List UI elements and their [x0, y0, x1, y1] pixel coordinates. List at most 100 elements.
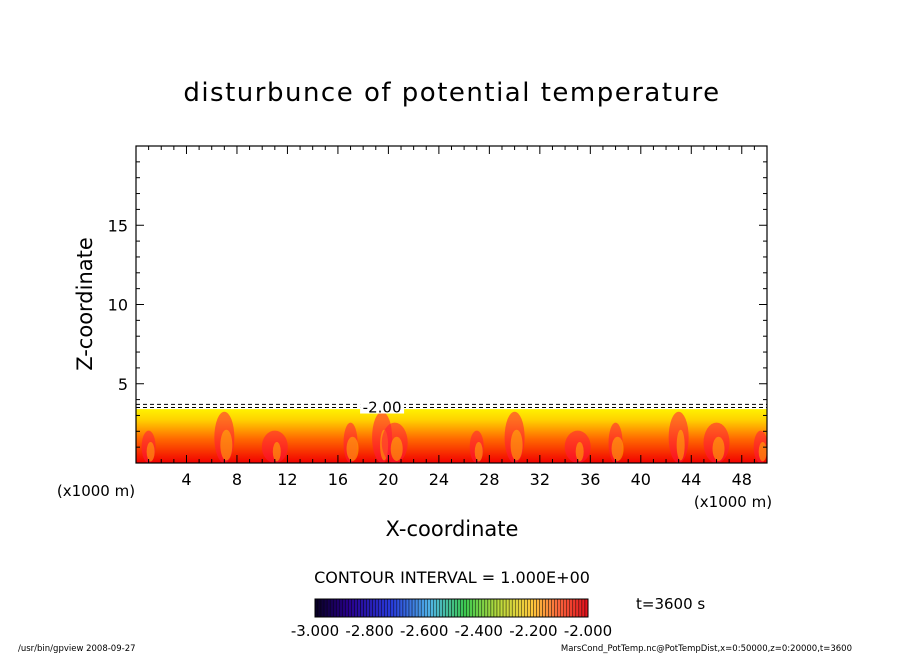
- colorbar: [314, 598, 589, 618]
- x-tick-label: 24: [429, 470, 449, 489]
- plume-core-5: [390, 436, 403, 461]
- x-tick-label: 48: [732, 470, 752, 489]
- plume-6: [469, 430, 484, 463]
- colorbar-cell: [363, 598, 367, 618]
- colorbar-cell: [369, 598, 373, 618]
- x-tick-label: 36: [580, 470, 600, 489]
- x-unit-label: (x1000 m): [694, 493, 772, 511]
- colorbar-cell: [539, 598, 543, 618]
- colorbar-cell: [378, 598, 382, 618]
- colorbar-cell: [420, 598, 425, 618]
- colorbar-cell: [533, 598, 537, 618]
- y-unit-label: (x1000 m): [57, 482, 135, 500]
- colorbar-cell: [393, 598, 398, 618]
- footer-left: /usr/bin/gpview 2008-09-27: [18, 644, 136, 654]
- colorbar-cell: [569, 598, 574, 618]
- colorbar-tick-label: -2.800: [345, 622, 393, 640]
- colorbar-cell: [575, 598, 580, 618]
- colorbar-cell: [508, 598, 513, 618]
- colorbar-cell: [360, 598, 364, 618]
- plume-core-0: [146, 441, 155, 462]
- colorbar-cell: [408, 598, 413, 618]
- colorbar-cell: [469, 598, 473, 618]
- plume-core-9: [611, 436, 624, 461]
- plume-2: [261, 430, 288, 463]
- colorbar-cell: [339, 598, 343, 618]
- colorbar-cell: [454, 598, 458, 618]
- colorbar-cell: [499, 598, 504, 618]
- plume-3: [343, 422, 358, 463]
- colorbar-cell: [502, 598, 507, 618]
- colorbar-cell: [381, 598, 385, 618]
- colorbar-cell: [399, 598, 404, 618]
- colorbar-cell: [530, 598, 534, 618]
- colorbar-cell: [323, 598, 328, 618]
- colorbar-cell: [348, 598, 352, 618]
- colorbar-cell: [430, 598, 434, 618]
- colorbar-cell: [329, 598, 334, 618]
- colorbar-cell: [336, 598, 340, 618]
- plume-core-11: [712, 436, 725, 461]
- contour-label: -2.00: [363, 399, 402, 417]
- plume-core-10: [676, 429, 685, 461]
- colorbar-cell: [405, 598, 410, 618]
- footer-right: MarsCond_PotTemp.nc@PotTempDist,x=0:5000…: [561, 644, 852, 654]
- time-label: t=3600 s: [636, 595, 705, 613]
- plume-layer: [141, 411, 767, 463]
- y-tick-label: 5: [118, 375, 128, 394]
- plume-core-12: [758, 441, 767, 462]
- chart-title: disturbunce of potential temperature: [183, 78, 720, 108]
- plume-8: [564, 430, 591, 463]
- x-tick-label: 44: [681, 470, 701, 489]
- colorbar-cell: [475, 598, 479, 618]
- plume-5: [381, 422, 408, 463]
- y-tick-label: 15: [108, 216, 128, 235]
- colorbar-frame: [314, 598, 589, 618]
- colorbar-cell: [445, 598, 449, 618]
- colorbar-cell: [366, 598, 370, 618]
- x-tick-label: 20: [378, 470, 398, 489]
- contour-interval: CONTOUR INTERVAL = 1.000E+00: [314, 568, 590, 587]
- colorbar-cell: [581, 598, 586, 618]
- colorbar-cell: [536, 598, 540, 618]
- colorbar-cell: [317, 598, 322, 618]
- plume-core-2: [272, 441, 281, 462]
- colorbar-cell: [557, 598, 561, 618]
- colorbar-cell: [448, 598, 452, 618]
- x-tick-label: 16: [328, 470, 348, 489]
- colorbar-cell: [354, 598, 358, 618]
- plume-10: [668, 411, 689, 463]
- colorbar-cell: [521, 598, 525, 618]
- colorbar-cell: [342, 598, 346, 618]
- colorbar-cell: [493, 598, 498, 618]
- x-tick-label: 40: [631, 470, 651, 489]
- colorbar-cell: [527, 598, 531, 618]
- plume-11: [703, 422, 730, 463]
- colorbar-cell: [505, 598, 510, 618]
- x-tick-label: 4: [181, 470, 191, 489]
- colorbar-cell: [542, 598, 546, 618]
- colorbar-cell: [554, 598, 558, 618]
- colorbar-cell: [572, 598, 577, 618]
- colorbar-tick-label: -2.400: [455, 622, 503, 640]
- x-axis-label: X-coordinate: [386, 517, 519, 541]
- colorbar-cell: [351, 598, 355, 618]
- colorbar-cell: [518, 598, 522, 618]
- plume-core-6: [474, 441, 483, 462]
- colorbar-cell: [511, 598, 516, 618]
- colorbar-cell: [490, 598, 495, 618]
- colorbar-cell: [357, 598, 361, 618]
- colorbar-cell: [484, 598, 489, 618]
- colorbar-cell: [384, 598, 388, 618]
- plot-field: [136, 403, 767, 463]
- colorbar-cell: [545, 598, 549, 618]
- colorbar-cell: [372, 598, 376, 618]
- colorbar-cell: [460, 598, 464, 618]
- colorbar-cell: [390, 598, 395, 618]
- x-axis: 4 8 12 16 20 24 28 32 36 40 44 48: [148, 146, 755, 489]
- colorbar-cell: [515, 598, 519, 618]
- colorbar-tick-labels: -3.000 -2.800 -2.600 -2.400 -2.200 -2.000: [291, 622, 612, 640]
- colorbar-tick-label: -2.600: [400, 622, 448, 640]
- colorbar-cell: [481, 598, 486, 618]
